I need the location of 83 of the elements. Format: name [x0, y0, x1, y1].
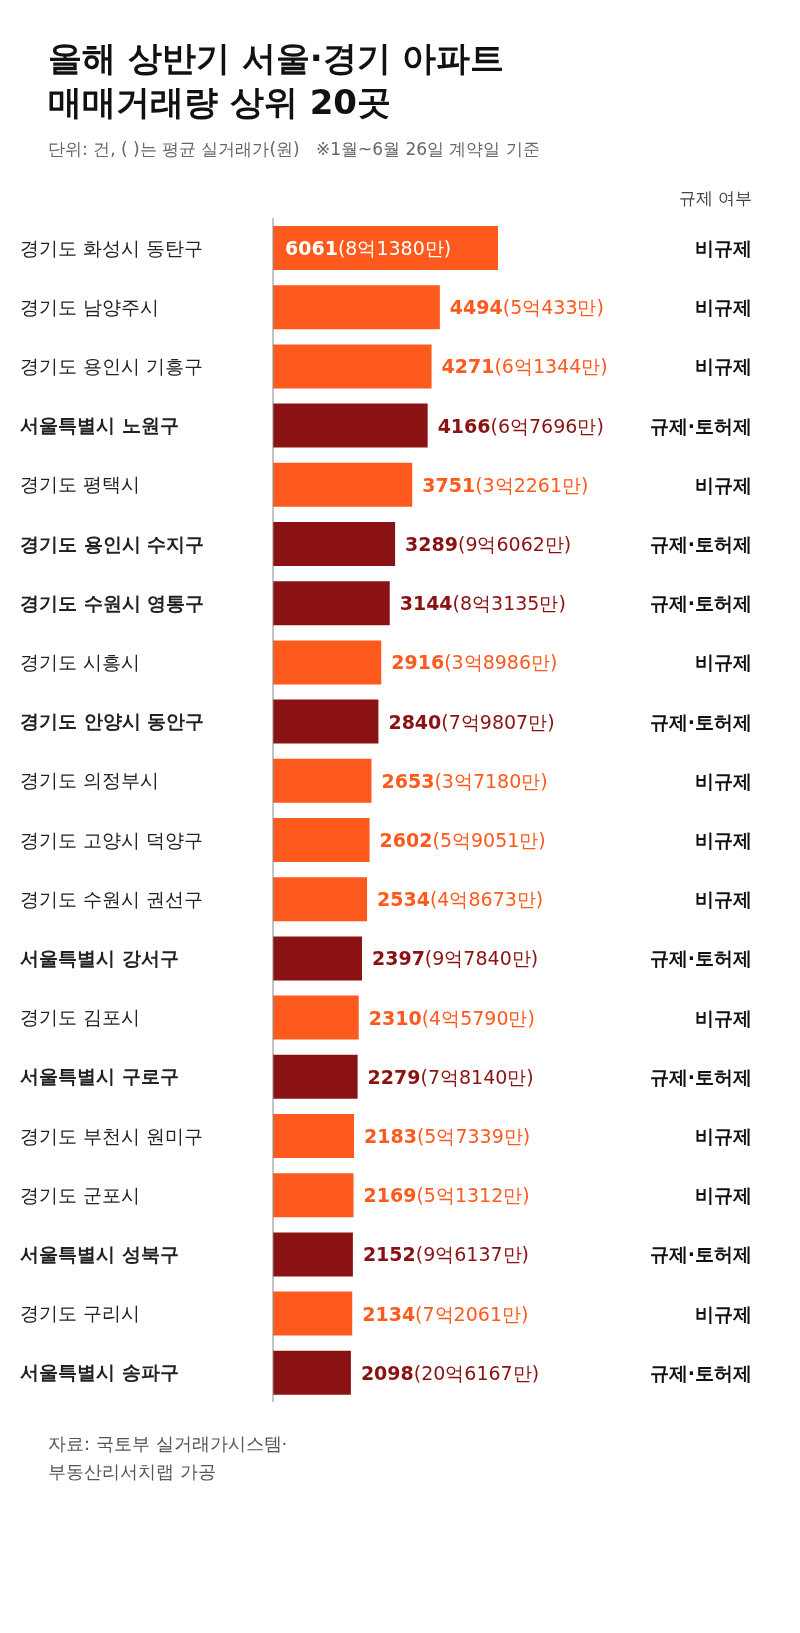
- bar: [273, 1291, 353, 1336]
- data-label: 2653(3억7180만): [381, 769, 548, 792]
- y-tick-label: 서울특별시 송파구: [20, 1361, 179, 1384]
- y2-tick-label: 비규제: [695, 888, 752, 911]
- y2-tick-label: 비규제: [695, 355, 752, 378]
- y-tick-label: 경기도 남양주시: [20, 295, 160, 318]
- bar: [273, 581, 390, 626]
- data-label: 3144(8억3135만): [399, 592, 566, 615]
- bar: [273, 403, 428, 448]
- y-tick-label: 경기도 의정부시: [20, 769, 160, 792]
- y-tick-label: 경기도 용인시 수지구: [20, 532, 205, 555]
- data-label: 3751(3억2261만): [422, 473, 589, 496]
- data-label: 2134(7억2061만): [362, 1302, 529, 1325]
- data-label: 2310(4억5790만): [368, 1006, 535, 1029]
- text: 자료: 국토부 실거래가시스템· 부동산리서치랩 가공: [48, 1432, 289, 1484]
- y2-tick-label: 비규제: [695, 1006, 752, 1029]
- y2-tick-label: 규제·토허제: [649, 947, 752, 970]
- bar: [273, 522, 396, 566]
- y2-tick-label: 비규제: [695, 829, 752, 851]
- y-tick-label: 경기도 고양시 덕양구: [20, 828, 204, 851]
- y-tick-label: 경기도 화성시 동탄구: [20, 236, 204, 259]
- data-label: 2916(3억8986만): [391, 651, 558, 674]
- data-label: 2397(9억7840만): [371, 947, 539, 970]
- bar: [273, 877, 368, 922]
- y2-tick-label: 비규제: [695, 237, 752, 259]
- y2-tick-label: 규제·토허제: [649, 710, 752, 733]
- data-label: 4494(5억433만): [449, 296, 604, 319]
- data-label: 6061(8억1380만): [285, 237, 452, 259]
- y2-tick-label: 규제·토허제: [649, 533, 752, 555]
- y2-tick-label: 비규제: [695, 1125, 752, 1147]
- chart-subtitle: 단위: 건, ( )는 평균 실거래가(원) ※1월~6월 26일 계약일 기준: [47, 138, 541, 161]
- data-label: 4166(6억7696만): [437, 414, 604, 437]
- data-label: 2152(9억6137만): [362, 1243, 530, 1266]
- data-label: 2279(7억8140만): [367, 1065, 534, 1088]
- y2-tick-label: 규제·토허제: [649, 592, 752, 615]
- y2-tick-label: 비규제: [695, 296, 752, 319]
- text: 규제 여부: [678, 188, 752, 208]
- bar: [273, 344, 432, 389]
- data-label: 4271(6억1344만): [441, 355, 608, 378]
- y-tick-label: 경기도 수원시 권선구: [20, 887, 204, 910]
- data-label: 2169(5억1312만): [363, 1184, 530, 1207]
- data-label: 2183(5억7339만): [364, 1125, 531, 1147]
- y-tick-label: 경기도 수원시 영통구: [20, 591, 205, 614]
- y-tick-label: 경기도 용인시 기흥구: [20, 355, 204, 377]
- y-tick-label: 경기도 시흥시: [20, 651, 141, 673]
- bar: [273, 1232, 353, 1277]
- y2-tick-label: 규제·토허제: [649, 1065, 752, 1088]
- chart-title: 올해 상반기 서울·경기 아파트 매매거래량 상위 20곳: [47, 37, 506, 124]
- data-label: 2602(5억9051만): [379, 829, 546, 851]
- y-tick-label: 경기도 김포시: [20, 1006, 141, 1029]
- y-tick-label: 경기도 부천시 원미구: [20, 1124, 204, 1147]
- y2-tick-label: 규제·토허제: [649, 1243, 752, 1266]
- y-tick-label: 서울특별시 구로구: [20, 1065, 179, 1088]
- y-tick-label: 경기도 평택시: [20, 473, 141, 496]
- y2-tick-label: 비규제: [695, 769, 752, 792]
- bar: [273, 640, 382, 685]
- data-label: 2098(20억6167만): [360, 1361, 540, 1384]
- y2-tick-label: 비규제: [695, 1302, 752, 1325]
- bar: [273, 1114, 355, 1158]
- bar: [273, 699, 379, 744]
- bar: [273, 1350, 351, 1395]
- y2-tick-label: 규제·토허제: [649, 1361, 752, 1384]
- data-label: 2534(4억8673만): [377, 888, 544, 911]
- y2-tick-label: 비규제: [695, 651, 752, 674]
- bar: [273, 936, 362, 981]
- y2-tick-label: 비규제: [695, 1184, 752, 1207]
- y2-tick-label: 비규제: [695, 473, 752, 496]
- bar: [273, 995, 359, 1040]
- data-label: 3289(9억6062만): [405, 533, 572, 555]
- bar: [273, 818, 370, 862]
- bar: [273, 758, 372, 803]
- y-tick-label: 경기도 구리시: [20, 1302, 141, 1325]
- bar: [273, 1054, 358, 1099]
- data-label: 2840(7억9807만): [388, 710, 555, 733]
- y-tick-label: 서울특별시 성북구: [20, 1243, 179, 1265]
- y-tick-label: 경기도 군포시: [20, 1183, 141, 1206]
- bar: [273, 1173, 354, 1218]
- bar: [273, 462, 413, 507]
- y2-tick-label: 규제·토허제: [649, 414, 752, 437]
- y-tick-label: 경기도 안양시 동안구: [20, 710, 205, 733]
- bar: [273, 285, 440, 330]
- y-tick-label: 서울특별시 노원구: [20, 414, 179, 437]
- y-tick-label: 서울특별시 강서구: [20, 947, 179, 969]
